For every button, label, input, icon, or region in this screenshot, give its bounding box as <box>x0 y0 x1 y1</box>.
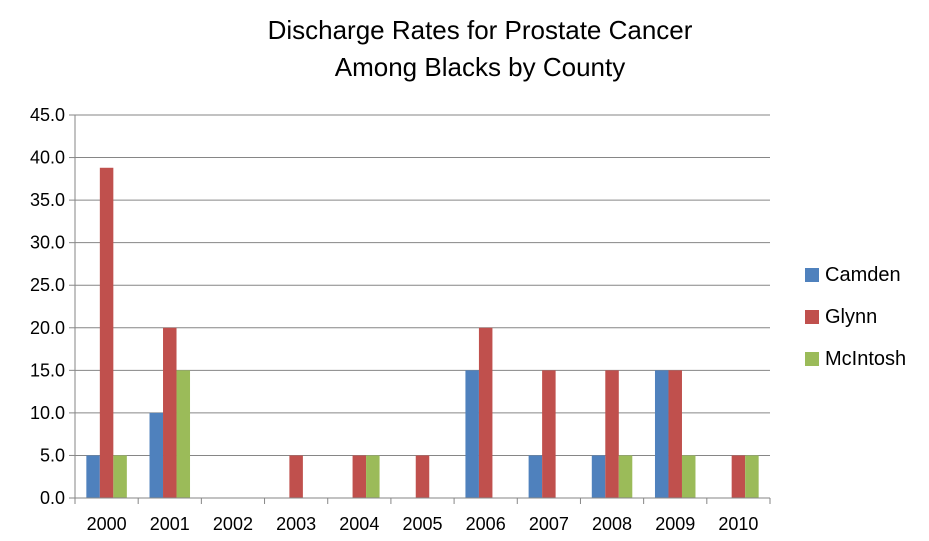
bar-glynn-2007 <box>542 370 556 498</box>
legend-swatch <box>805 268 819 282</box>
bar-glynn-2005 <box>415 455 430 498</box>
x-tick-label: 2008 <box>592 514 632 534</box>
bar-mcintosh-2000 <box>113 455 127 498</box>
legend: Camden Glynn McIntosh <box>805 262 906 388</box>
bar-glynn-2004 <box>352 455 367 498</box>
bar-glynn-2006 <box>478 327 493 498</box>
y-tick-label: 0.0 <box>40 488 65 508</box>
bar-mcintosh-2001 <box>176 370 191 498</box>
y-tick-label: 35.0 <box>30 190 65 210</box>
bar-mcintosh-2010 <box>745 455 759 498</box>
y-tick-label: 5.0 <box>40 445 65 465</box>
bar-glynn-2009 <box>668 370 682 498</box>
x-tick-label: 2005 <box>402 514 442 534</box>
y-tick-label: 20.0 <box>30 318 65 338</box>
bar-mcintosh-2004 <box>366 455 380 498</box>
legend-item-glynn: Glynn <box>805 304 906 330</box>
x-tick-labels: 2000 2001 2002 2003 2004 2005 2006 2007 2008 2009… <box>87 514 759 534</box>
bar-glynn-2000 <box>99 167 114 498</box>
y-tick-label: 25.0 <box>30 275 65 295</box>
y-tick-label: 40.0 <box>30 148 65 168</box>
bar-mcintosh-2008 <box>618 455 633 498</box>
x-tick-label: 2004 <box>339 514 379 534</box>
gridlines <box>75 114 770 456</box>
bar-glynn-2001 <box>163 327 177 498</box>
axes <box>69 114 771 504</box>
legend-label: McIntosh <box>825 347 907 370</box>
bar-camden-2008 <box>591 455 606 498</box>
bar-camden-2006 <box>465 370 479 498</box>
bar-glynn-2010 <box>731 455 746 498</box>
chart-title-line-1: Discharge Rates for Prostate Cancer <box>267 15 693 45</box>
bar-camden-2009 <box>654 370 669 498</box>
chart-title-line-2: Among Blacks by County <box>334 52 626 82</box>
x-tick-label: 2000 <box>87 514 127 534</box>
x-tick-label: 2007 <box>529 514 569 534</box>
bar-camden-2000 <box>86 455 100 498</box>
y-tick-label: 15.0 <box>30 360 65 380</box>
x-tick-label: 2001 <box>150 514 190 534</box>
legend-label: Camden <box>825 263 901 286</box>
bar-camden-2001 <box>149 412 164 498</box>
y-tick-labels: 0.0 5.0 10.0 15.0 20.0 25.0 30.0 35.0 40.0 45.0 <box>30 105 65 508</box>
bar-mcintosh-2009 <box>681 455 696 498</box>
y-tick-label: 10.0 <box>30 403 65 423</box>
legend-item-camden: Camden <box>805 262 906 288</box>
x-tick-label: 2003 <box>276 514 316 534</box>
x-tick-label: 2010 <box>718 514 758 534</box>
legend-swatch <box>805 352 819 366</box>
y-tick-label: 30.0 <box>30 233 65 253</box>
x-tick-label: 2006 <box>466 514 506 534</box>
legend-item-mcintosh: McIntosh <box>805 346 906 372</box>
chart-title: Discharge Rates for Prostate Cancer Amon… <box>160 12 800 86</box>
bar-glynn-2008 <box>605 370 619 498</box>
legend-swatch <box>805 310 819 324</box>
bar-camden-2007 <box>528 455 543 498</box>
bars <box>86 167 759 498</box>
x-tick-label: 2002 <box>213 514 253 534</box>
bar-glynn-2003 <box>289 455 303 498</box>
x-tick-label: 2009 <box>655 514 695 534</box>
y-tick-label: 45.0 <box>30 105 65 125</box>
legend-label: Glynn <box>825 305 878 328</box>
